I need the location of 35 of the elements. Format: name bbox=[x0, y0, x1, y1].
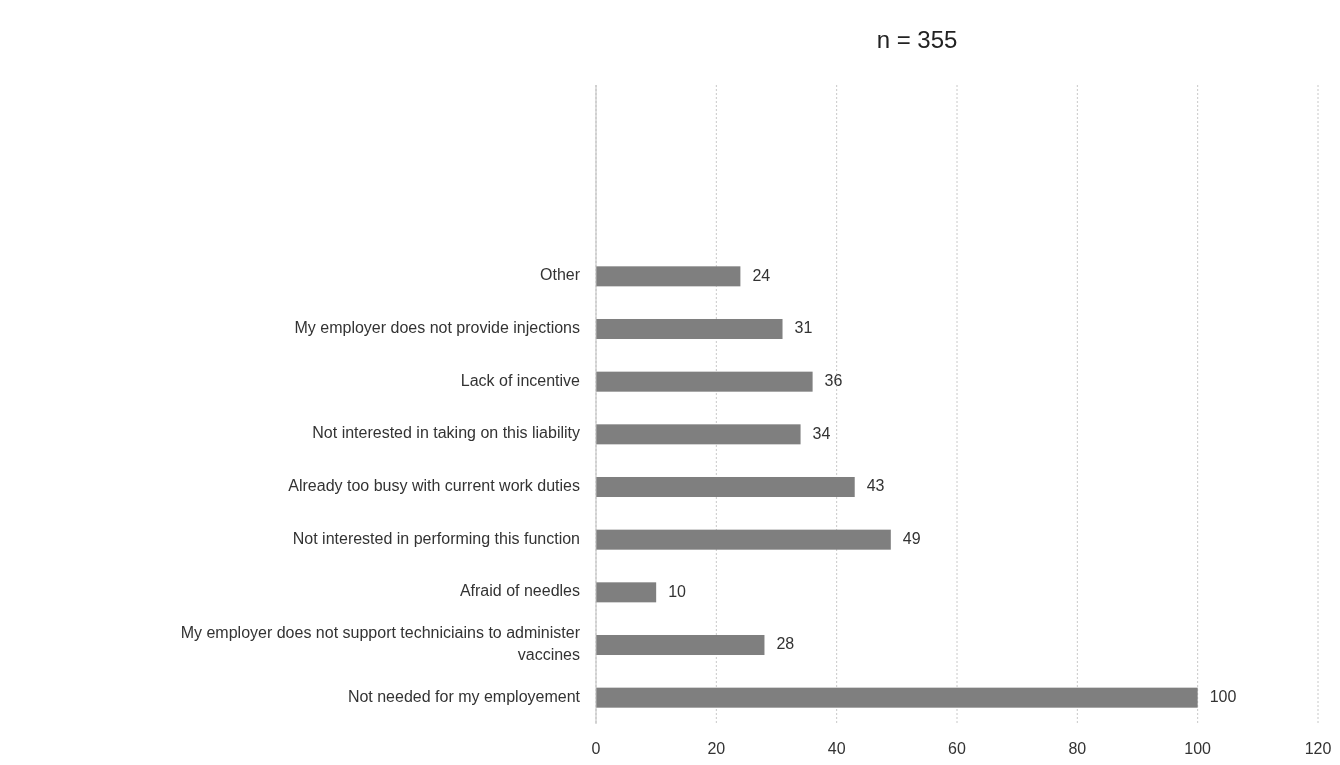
data-label: 31 bbox=[794, 319, 813, 337]
data-label: 43 bbox=[866, 477, 885, 495]
y-tick-label: Lack of incentive bbox=[460, 371, 581, 389]
x-tick-label: 60 bbox=[948, 740, 966, 757]
x-tick-label: 120 bbox=[1304, 740, 1332, 757]
data-label: 36 bbox=[824, 371, 843, 389]
x-tick-label: 0 bbox=[591, 740, 601, 757]
y-tick-label: Already too busy with current work duties bbox=[288, 477, 580, 495]
bar bbox=[596, 318, 783, 340]
data-label: 24 bbox=[752, 266, 771, 284]
data-label: 49 bbox=[902, 529, 921, 547]
bar bbox=[596, 687, 1198, 708]
x-tick-label: 20 bbox=[707, 740, 726, 757]
data-label: 34 bbox=[812, 424, 831, 442]
data-label: 28 bbox=[776, 635, 795, 653]
chart-title: n = 355 bbox=[876, 26, 958, 53]
bar bbox=[596, 529, 891, 550]
data-label: 10 bbox=[668, 582, 687, 600]
bar bbox=[596, 476, 855, 498]
y-tick-label: My employer does not support techniciains to administer vaccines bbox=[180, 624, 581, 664]
x-tick-label: 40 bbox=[827, 740, 846, 757]
data-label: 100 bbox=[1209, 687, 1237, 705]
y-tick-label: Afraid of needles bbox=[459, 582, 580, 600]
y-tick-label: Not interested in performing this function bbox=[292, 529, 580, 547]
bar bbox=[596, 424, 801, 445]
bar bbox=[596, 582, 657, 603]
x-tick-label: 100 bbox=[1184, 740, 1212, 757]
bar bbox=[596, 371, 813, 392]
x-tick-label: 80 bbox=[1068, 740, 1087, 757]
y-tick-label: Not needed for my employement bbox=[347, 687, 581, 705]
bar bbox=[596, 634, 765, 656]
bar bbox=[596, 266, 741, 287]
y-tick-label: Other bbox=[539, 266, 581, 284]
y-tick-label: Not interested in taking on this liability bbox=[312, 424, 580, 442]
y-tick-label: My employer does not provide injections bbox=[294, 319, 580, 337]
